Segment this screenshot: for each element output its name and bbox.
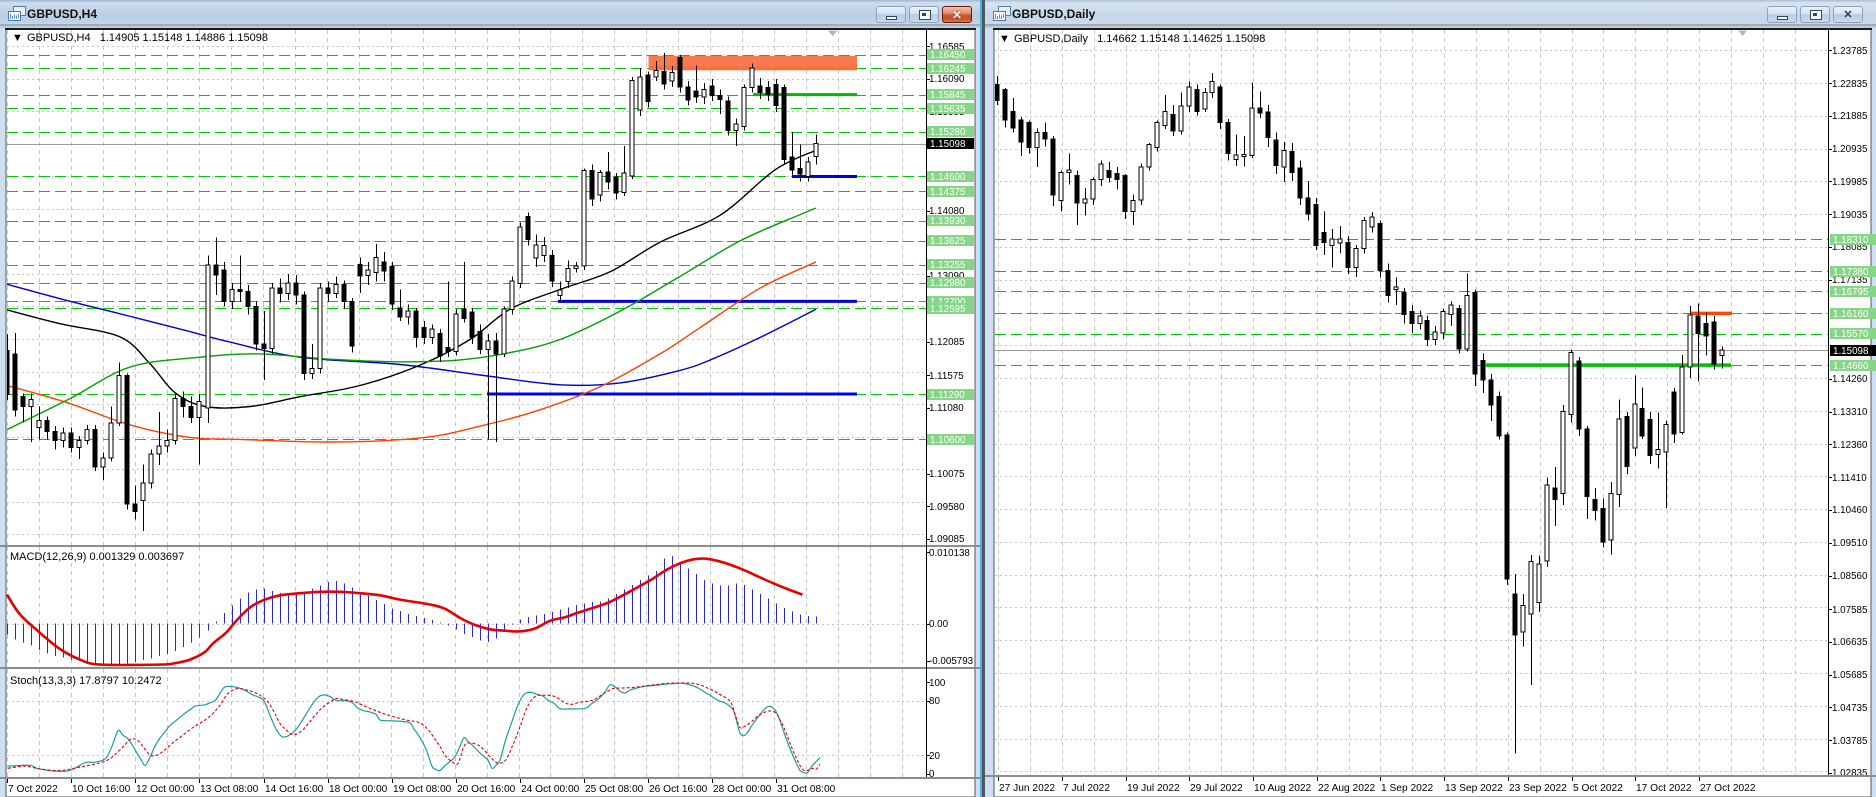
- svg-text:1.13090: 1.13090: [929, 271, 965, 282]
- svg-text:10 Oct 16:00: 10 Oct 16:00: [72, 784, 131, 795]
- svg-text:26 Oct 16:00: 26 Oct 16:00: [649, 784, 708, 795]
- svg-text:1.10600: 1.10600: [930, 435, 966, 446]
- svg-text:1.15280: 1.15280: [930, 127, 966, 138]
- svg-text:1.17135: 1.17135: [1832, 275, 1868, 286]
- svg-text:22 Aug 2022: 22 Aug 2022: [1318, 783, 1376, 794]
- svg-text:13 Sep 2022: 13 Sep 2022: [1445, 783, 1503, 794]
- svg-text:24 Oct 00:00: 24 Oct 00:00: [521, 784, 580, 795]
- svg-text:0.010138: 0.010138: [929, 548, 970, 559]
- svg-text:1.11410: 1.11410: [1832, 473, 1867, 484]
- svg-text:▼: ▼: [12, 32, 23, 44]
- svg-text:1.16090: 1.16090: [929, 74, 965, 85]
- svg-text:1.07585: 1.07585: [1832, 605, 1868, 616]
- svg-text:17 Oct 2022: 17 Oct 2022: [1636, 783, 1692, 794]
- svg-text:1.14080: 1.14080: [929, 206, 965, 217]
- svg-text:1.15570: 1.15570: [1833, 329, 1869, 340]
- svg-text:25 Oct 08:00: 25 Oct 08:00: [585, 784, 644, 795]
- svg-text:1.11290: 1.11290: [930, 390, 965, 401]
- svg-text:27 Jun 2022: 27 Jun 2022: [999, 783, 1055, 794]
- svg-text:1.16450: 1.16450: [930, 50, 966, 61]
- svg-text:20 Oct 16:00: 20 Oct 16:00: [457, 784, 516, 795]
- svg-text:1.11080: 1.11080: [929, 403, 964, 414]
- svg-text:1.12595: 1.12595: [930, 304, 966, 315]
- svg-text:1.14600: 1.14600: [930, 172, 966, 183]
- svg-text:1.19035: 1.19035: [1832, 210, 1868, 221]
- svg-text:1.15635: 1.15635: [930, 104, 966, 115]
- svg-text:1.23785: 1.23785: [1832, 46, 1868, 57]
- svg-text:-0.005793: -0.005793: [929, 656, 974, 667]
- svg-text:1.16160: 1.16160: [1833, 309, 1869, 320]
- svg-text:18 Oct 00:00: 18 Oct 00:00: [329, 784, 388, 795]
- svg-text:1.10075: 1.10075: [929, 469, 965, 480]
- svg-text:0: 0: [929, 769, 935, 780]
- svg-text:0.00: 0.00: [929, 619, 949, 630]
- svg-text:1.08560: 1.08560: [1832, 571, 1868, 582]
- svg-text:1.11575: 1.11575: [929, 371, 964, 382]
- svg-text:1.02835: 1.02835: [1832, 768, 1868, 779]
- svg-text:1.18310: 1.18310: [1833, 235, 1869, 246]
- svg-text:12 Oct 00:00: 12 Oct 00:00: [136, 784, 195, 795]
- svg-text:1.14260: 1.14260: [1832, 374, 1868, 385]
- svg-text:80: 80: [929, 696, 940, 707]
- svg-text:1.13625: 1.13625: [930, 236, 966, 247]
- svg-text:1.20935: 1.20935: [1832, 144, 1868, 155]
- svg-text:1.15845: 1.15845: [930, 90, 966, 101]
- svg-text:1.10460: 1.10460: [1832, 505, 1868, 516]
- svg-text:Stoch(13,3,3) 17.8797 10.2472: Stoch(13,3,3) 17.8797 10.2472: [10, 675, 162, 687]
- svg-text:GBPUSD,Daily 1.14662 1.15148: GBPUSD,Daily 1.14662 1.15148 1.14625 1.1…: [1014, 33, 1265, 45]
- svg-text:28 Oct 00:00: 28 Oct 00:00: [713, 784, 772, 795]
- svg-text:1.13255: 1.13255: [930, 260, 966, 271]
- svg-text:7 Jul 2022: 7 Jul 2022: [1063, 783, 1110, 794]
- svg-text:1 Sep 2022: 1 Sep 2022: [1381, 783, 1433, 794]
- svg-text:29 Jul 2022: 29 Jul 2022: [1190, 783, 1243, 794]
- svg-text:1.16585: 1.16585: [929, 42, 965, 53]
- svg-text:31 Oct 08:00: 31 Oct 08:00: [777, 784, 836, 795]
- svg-text:1.12980: 1.12980: [930, 278, 966, 289]
- svg-text:1.15098: 1.15098: [1833, 346, 1869, 357]
- svg-text:10 Aug 2022: 10 Aug 2022: [1254, 783, 1312, 794]
- svg-text:1.12700: 1.12700: [930, 297, 966, 308]
- svg-text:1.09510: 1.09510: [1832, 538, 1868, 549]
- svg-text:19 Jul 2022: 19 Jul 2022: [1127, 783, 1180, 794]
- svg-text:1.15098: 1.15098: [930, 139, 966, 150]
- svg-text:1.17380: 1.17380: [1833, 267, 1869, 278]
- svg-text:13 Oct 08:00: 13 Oct 08:00: [200, 784, 259, 795]
- svg-text:1.05685: 1.05685: [1832, 670, 1868, 681]
- svg-text:14 Oct 16:00: 14 Oct 16:00: [265, 784, 324, 795]
- svg-text:1.21885: 1.21885: [1832, 111, 1868, 122]
- svg-text:MACD(12,26,9) 0.001329 0.00369: MACD(12,26,9) 0.001329 0.003697: [10, 551, 184, 563]
- svg-text:100: 100: [929, 678, 946, 689]
- svg-text:1.16795: 1.16795: [1833, 287, 1869, 298]
- svg-text:1.18085: 1.18085: [1832, 242, 1868, 253]
- svg-text:1.19985: 1.19985: [1832, 177, 1868, 188]
- svg-text:1.12360: 1.12360: [1832, 440, 1868, 451]
- svg-text:1.13310: 1.13310: [1832, 407, 1868, 418]
- svg-text:1.03785: 1.03785: [1832, 736, 1868, 747]
- svg-text:1.12085: 1.12085: [929, 337, 965, 348]
- svg-text:1.09085: 1.09085: [929, 534, 965, 545]
- svg-text:1.16245: 1.16245: [930, 64, 966, 75]
- svg-text:1.06635: 1.06635: [1832, 637, 1868, 648]
- svg-text:▼: ▼: [999, 33, 1010, 45]
- svg-text:GBPUSD,H4 1.14905 1.15148 1.: GBPUSD,H4 1.14905 1.15148 1.14886 1.1509…: [27, 32, 268, 44]
- svg-text:20: 20: [929, 751, 940, 762]
- svg-text:27 Oct 2022: 27 Oct 2022: [1700, 783, 1756, 794]
- svg-text:23 Sep 2022: 23 Sep 2022: [1509, 783, 1567, 794]
- svg-text:1.13930: 1.13930: [930, 216, 966, 227]
- svg-text:1.22835: 1.22835: [1832, 79, 1868, 90]
- svg-text:1.09580: 1.09580: [929, 502, 965, 513]
- svg-text:5 Oct 2022: 5 Oct 2022: [1573, 783, 1623, 794]
- svg-text:1.14660: 1.14660: [1833, 361, 1869, 372]
- svg-text:19 Oct 08:00: 19 Oct 08:00: [393, 784, 452, 795]
- svg-text:7 Oct 2022: 7 Oct 2022: [8, 784, 58, 795]
- svg-text:1.14375: 1.14375: [930, 187, 966, 198]
- svg-text:1.04735: 1.04735: [1832, 703, 1868, 714]
